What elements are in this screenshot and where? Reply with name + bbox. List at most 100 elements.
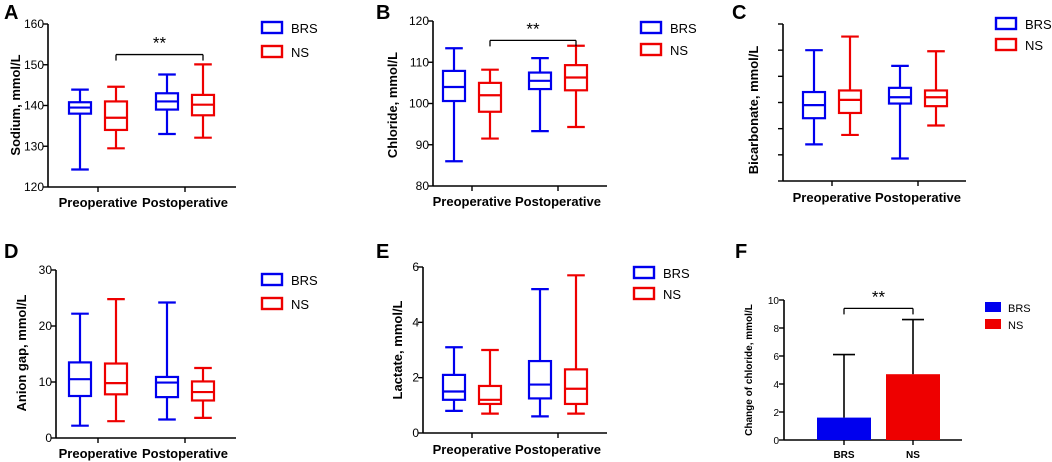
x-category-labels: Preoperative Postoperative: [433, 194, 601, 209]
x-category-label: Preoperative: [59, 195, 138, 210]
x-category-label: Preoperative: [59, 446, 138, 461]
y-tick-label: 80: [416, 179, 430, 193]
box-iqr-ns: [477, 384, 503, 406]
bar-ns: [886, 374, 940, 440]
panel-letter-f: F: [735, 241, 747, 263]
legend: BRS NS: [291, 273, 318, 312]
y-tick-label: 120: [409, 14, 429, 28]
legend-label-ns: NS: [663, 287, 681, 302]
y-tick-label: 4: [412, 315, 419, 329]
y-tick-label: 120: [24, 180, 44, 194]
plot-marks: [51, 269, 284, 443]
y-axis-title: Anion gap, mmol/L: [14, 294, 29, 411]
significance-label: **: [872, 287, 886, 306]
box-iqr-ns: [563, 368, 589, 406]
x-category-labels: Preoperative Postoperative: [793, 190, 961, 205]
legend-label-ns: NS: [670, 43, 688, 58]
y-tick-labels: 0 2 4 6 8 10: [768, 296, 780, 447]
y-axis-title: Change of chloride, mmol/L: [744, 304, 755, 436]
x-category-label: NS: [906, 450, 920, 461]
legend-label-ns: NS: [1025, 38, 1043, 53]
x-category-label: Postoperative: [515, 442, 601, 457]
legend-label-brs: BRS: [663, 266, 690, 281]
x-category-labels: BRS NS: [833, 450, 920, 461]
box-iqr-ns: [837, 89, 863, 115]
legend-label-ns: NS: [291, 297, 309, 312]
y-tick-label: 8: [773, 324, 779, 335]
panel-letter-d: D: [4, 241, 18, 263]
y-tick-label: 10: [39, 375, 53, 389]
plot-marks: [779, 299, 1001, 445]
y-tick-label: 0: [412, 426, 419, 440]
y-axis-title: Sodium, mmol/L: [8, 54, 23, 155]
x-category-label: Preoperative: [433, 194, 512, 209]
bar-brs: [817, 417, 871, 440]
panel-c: C Bicarbonate, mmol/L Preoperative Posto…: [732, 2, 1052, 205]
y-axis-title: Chloride, mmol/L: [385, 52, 400, 158]
y-tick-label: 30: [39, 263, 53, 277]
box-iqr-ns: [103, 100, 129, 132]
x-category-labels: Preoperative Postoperative: [59, 446, 228, 461]
y-axis-title: Lactate, mmol/L: [390, 300, 405, 399]
legend-label-brs: BRS: [670, 21, 697, 36]
legend-swatch-brs: [985, 302, 1001, 312]
plot-marks: [428, 20, 663, 191]
y-tick-label: 2: [412, 371, 419, 385]
legend-swatch-brs: [639, 20, 663, 35]
legend-label-brs: BRS: [1008, 303, 1031, 315]
y-tick-label: 6: [412, 260, 419, 274]
panel-letter-c: C: [732, 2, 746, 24]
y-tick-label: 130: [24, 139, 44, 153]
legend: BRS NS: [1008, 303, 1031, 332]
x-category-label: Postoperative: [142, 446, 228, 461]
y-tick-label: 20: [39, 319, 53, 333]
legend-swatch-brs: [632, 265, 656, 280]
box-iqr-brs: [887, 86, 913, 105]
panel-letter-e: E: [376, 241, 389, 263]
y-tick-labels: 0 10 20 30: [39, 263, 53, 445]
box-iqr-brs: [441, 373, 467, 401]
plot-marks: [43, 20, 284, 192]
plot-marks: [778, 16, 1018, 186]
panel-f: F Change of chloride, mmol/L 0 2 4 6 8 1…: [735, 241, 1031, 461]
y-tick-label: 160: [24, 17, 44, 31]
y-tick-label: 140: [24, 99, 44, 113]
legend-swatch-brs: [994, 16, 1018, 31]
legend-swatch-ns: [985, 319, 1001, 329]
legend: BRS NS: [663, 266, 690, 302]
panel-d: D Anion gap, mmol/L 0 10 20 30 Preoperat…: [4, 241, 318, 461]
box-iqr-ns: [477, 81, 503, 113]
y-tick-labels: 80 90 100 110 120: [409, 14, 429, 193]
significance-label: **: [526, 19, 540, 38]
legend-swatch-brs: [260, 272, 284, 287]
legend-swatch-ns: [639, 42, 663, 57]
box-iqr-ns: [190, 380, 216, 402]
y-tick-label: 110: [410, 55, 429, 69]
x-category-label: Postoperative: [515, 194, 601, 209]
y-tick-label: 6: [773, 352, 779, 363]
y-tick-label: 4: [773, 380, 779, 391]
box-iqr-brs: [527, 359, 553, 400]
x-category-labels: Preoperative Postoperative: [59, 195, 228, 210]
panel-b: B Chloride, mmol/L 80 90 100 110 120 Pre…: [376, 2, 697, 209]
legend-swatch-ns: [260, 44, 284, 59]
legend-label-brs: BRS: [291, 273, 318, 288]
y-tick-label: 150: [24, 58, 44, 72]
y-axis-title: Bicarbonate, mmol/L: [746, 46, 761, 175]
x-category-label: BRS: [833, 450, 854, 461]
x-category-label: Preoperative: [793, 190, 872, 205]
y-tick-label: 0: [45, 431, 52, 445]
y-tick-labels: 120 130 140 150 160: [24, 17, 44, 194]
x-category-label: Preoperative: [433, 442, 512, 457]
legend-label-brs: BRS: [1025, 17, 1052, 32]
legend-label-ns: NS: [291, 45, 309, 60]
y-tick-label: 0: [773, 436, 779, 447]
box-iqr-ns: [103, 362, 129, 396]
panel-letter-b: B: [376, 2, 390, 24]
significance-label: **: [153, 34, 167, 53]
legend-swatch-ns: [632, 286, 656, 301]
box-iqr-brs: [154, 375, 180, 399]
plot-marks: [418, 265, 656, 438]
legend-label-brs: BRS: [291, 21, 318, 36]
